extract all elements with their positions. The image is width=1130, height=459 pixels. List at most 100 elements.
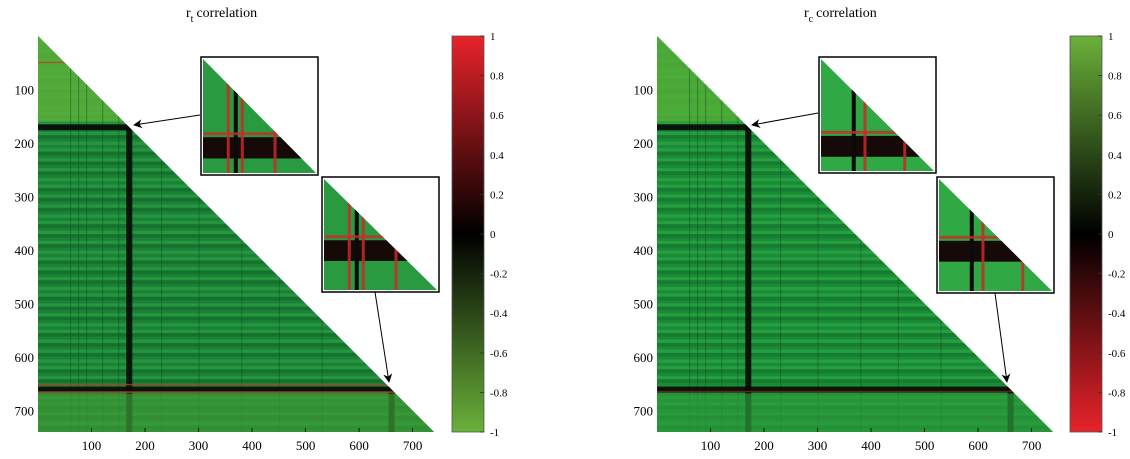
- heatmap-stripe: [38, 253, 434, 258]
- heatmap-stripe: [657, 352, 1053, 357]
- heatmap-stripe: [38, 286, 434, 291]
- heatmap-stripe: [657, 237, 1053, 241]
- x-tick-label: 600: [349, 438, 369, 453]
- heatmap-stripe: [38, 290, 434, 294]
- heatmap-stripe: [38, 372, 434, 377]
- heatmap-stripe: [38, 257, 434, 261]
- y-tick-label: 300: [15, 190, 35, 205]
- colorbar-label: 1: [490, 31, 496, 43]
- heatmap-stripe: [657, 309, 1053, 314]
- inset-red-column: [981, 179, 985, 291]
- heatmap-stripe: [657, 39, 1053, 43]
- right-chart-title: rc correlation: [804, 6, 877, 25]
- heatmap-bottom-block: [38, 393, 434, 432]
- heatmap-column-line: [817, 36, 819, 432]
- heatmap-stripe: [657, 323, 1053, 327]
- heatmap-stripe: [38, 42, 434, 47]
- heatmap-stripe: [38, 240, 434, 245]
- heatmap-stripe: [657, 293, 1053, 298]
- heatmap-stripe: [38, 250, 434, 255]
- heatmap-stripe: [38, 36, 434, 40]
- heatmap-stripe: [38, 375, 434, 380]
- heatmap-stripe: [657, 276, 1053, 281]
- heatmap-stripe: [38, 352, 434, 357]
- heatmap-stripe: [657, 306, 1053, 311]
- heatmap-stripe: [38, 323, 434, 327]
- inset-red-column: [863, 59, 867, 171]
- colorbar-label: 0.8: [490, 71, 504, 83]
- inset-dark-column: [851, 59, 856, 171]
- heatmap-panel-1: 100 200 300 400 500 600 700 100 200 300 400 500 600 7…: [15, 31, 508, 453]
- colorbar-label: 0: [490, 229, 496, 241]
- colorbar-label: -1: [490, 427, 499, 439]
- colorbar-label: -0.2: [1108, 269, 1125, 281]
- heatmap-stripe: [38, 270, 434, 274]
- title-subscript: t: [190, 14, 194, 25]
- colorbar-label: 0.6: [1108, 110, 1122, 122]
- heatmap-stripe: [38, 276, 434, 281]
- title-symbol: r: [804, 6, 809, 21]
- heatmap-stripe: [657, 346, 1053, 350]
- colorbar-label: -0.8: [1108, 387, 1126, 399]
- colorbar-label: 0.2: [490, 189, 504, 201]
- left-chart-title: rt correlation: [186, 6, 258, 25]
- zoom-arrow: [133, 114, 201, 129]
- heatmap-column-line: [70, 36, 72, 432]
- x-tick-label: 500: [915, 438, 935, 453]
- colorbar-label: -0.6: [1108, 348, 1126, 360]
- y-tick-label: 500: [15, 297, 35, 312]
- heatmap-stripe: [657, 290, 1053, 294]
- title-text: correlation: [196, 6, 258, 21]
- colorbar-label: 0.6: [490, 110, 504, 122]
- heatmap-stripe: [657, 356, 1053, 360]
- heatmap-stripe: [657, 257, 1053, 261]
- heatmap-stripe: [38, 346, 434, 350]
- heatmap-stripe: [657, 296, 1053, 301]
- y-tick-label: 100: [15, 83, 35, 98]
- heatmap-stripe: [657, 333, 1053, 337]
- heatmap-stripe: [38, 316, 434, 321]
- heatmap-stripe: [38, 303, 434, 307]
- heatmap-stripe: [657, 382, 1053, 387]
- zoom-arrow: [374, 291, 393, 383]
- heatmap-band-row: [657, 386, 1053, 393]
- heatmap-stripe: [38, 280, 434, 284]
- y-tick-label: 100: [634, 83, 654, 98]
- heatmap-stripe: [38, 356, 434, 360]
- heatmap-stripe: [38, 309, 434, 314]
- heatmap-stripe: [38, 379, 434, 383]
- y-tick-label: 300: [634, 190, 654, 205]
- heatmap-band-row: [38, 386, 434, 393]
- heatmap-stripe: [657, 326, 1053, 331]
- heatmap-stripe: [657, 247, 1053, 251]
- title-symbol: r: [186, 6, 191, 21]
- heatmap-stripe: [657, 280, 1053, 284]
- heatmap-stripe: [657, 42, 1053, 47]
- x-tick-label: 200: [135, 438, 155, 453]
- heatmap-stripe: [38, 326, 434, 331]
- heatmap-stripe: [657, 359, 1053, 364]
- heatmap-column-line: [102, 36, 104, 432]
- heatmap-stripe: [657, 270, 1053, 274]
- colorbar-label: -0.8: [490, 387, 508, 399]
- colorbar-label: 0: [1108, 229, 1114, 241]
- colorbar-label: -0.6: [490, 348, 508, 360]
- heatmap-column-line: [161, 36, 163, 432]
- heatmap-band-column: [126, 36, 133, 432]
- inset-dark-column: [969, 179, 974, 291]
- x-tick-label: 300: [808, 438, 828, 453]
- heatmap-stripe: [657, 372, 1053, 377]
- heatmap-stripe: [657, 267, 1053, 271]
- inset-red-row: [203, 132, 316, 136]
- heatmap-stripe: [38, 329, 434, 334]
- zoom-arrow: [751, 112, 819, 128]
- heatmap-stripe: [657, 329, 1053, 334]
- heatmap-stripe: [38, 273, 434, 278]
- colorbar-label: -1: [1108, 427, 1117, 439]
- heatmap-stripe: [657, 313, 1053, 317]
- heatmap-stripe: [38, 333, 434, 337]
- heatmap-stripe: [38, 247, 434, 251]
- heatmap-stripe: [657, 49, 1053, 53]
- heatmap-column-line: [737, 36, 739, 432]
